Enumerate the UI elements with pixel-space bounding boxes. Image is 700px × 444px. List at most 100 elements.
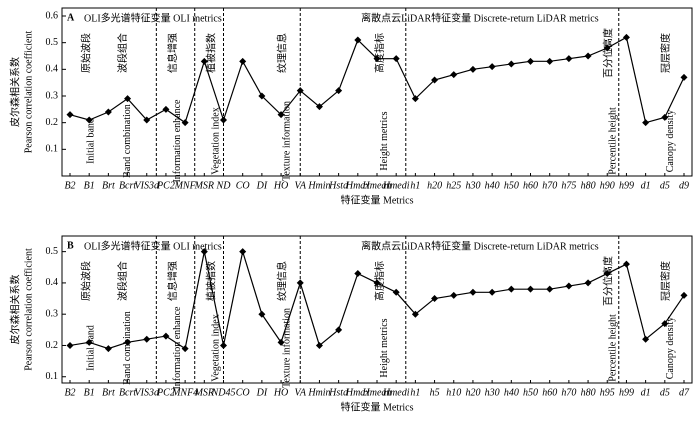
y-tick-label: 0.5 (46, 37, 59, 48)
data-point (527, 285, 534, 293)
x-tick-label: h5 (430, 387, 440, 398)
data-point (469, 65, 477, 73)
y-tick-label: 0.4 (46, 64, 59, 75)
x-tick-label: d9 (679, 180, 689, 191)
data-point (162, 105, 170, 113)
x-tick-label: Hmin (307, 180, 330, 191)
x-tick-label: h50 (504, 180, 519, 191)
section-title: OLI多光谱特征变量 OLI metrics (84, 11, 222, 24)
data-point (603, 44, 611, 52)
group-label-en: Height metrics (379, 318, 390, 377)
data-point (642, 335, 650, 343)
data-point (680, 73, 688, 81)
x-tick-label: h30 (485, 387, 500, 398)
x-tick-label: h95 (600, 387, 615, 398)
data-point (661, 113, 669, 121)
x-tick-label: B1 (84, 387, 95, 398)
group-label-en: Canopy density (665, 317, 676, 380)
x-tick-label: h20 (465, 387, 480, 398)
data-point (124, 95, 132, 103)
x-tick-label: B2 (64, 387, 75, 398)
x-tick-label: CO (236, 387, 250, 398)
group-label-en: Initial band (86, 118, 97, 164)
x-tick-label: VA (295, 180, 307, 191)
data-point (143, 116, 151, 124)
panel-label: A (67, 12, 75, 23)
data-point (181, 119, 189, 127)
y-axis-title: Pearson correlation coefficient (23, 31, 34, 154)
data-point (373, 55, 381, 63)
data-point (584, 279, 592, 287)
x-tick-label: h60 (523, 180, 538, 191)
group-label-en: Initial band (86, 325, 97, 371)
group-label-en: Band combination (122, 104, 133, 178)
x-tick-label: B1 (84, 180, 95, 191)
x-tick-label: Bcrt (119, 387, 136, 398)
section-title: OLI多光谱特征变量 OLI metrics (84, 239, 222, 252)
group-label-en: Canopy density (665, 110, 676, 173)
x-tick-label: MNF4 (171, 387, 198, 398)
group-label-en: Height metrics (379, 111, 390, 170)
group-label-zh: 冠层密度 (659, 261, 672, 301)
x-tick-label: h80 (581, 180, 596, 191)
x-tick-label: d1 (641, 387, 651, 398)
x-tick-label: VA (295, 387, 307, 398)
data-point (469, 288, 477, 296)
data-point (431, 76, 439, 84)
data-point (622, 33, 630, 41)
data-point (66, 341, 74, 349)
x-tick-label: h30 (465, 180, 480, 191)
data-point (200, 57, 208, 65)
data-point (546, 57, 554, 65)
x-tick-label: d7 (679, 387, 690, 398)
x-tick-label: Hstd (328, 387, 349, 398)
x-tick-label: h99 (619, 180, 634, 191)
section-title: 离散点云LiDAR特征变量 Discrete-return LiDAR metr… (361, 11, 599, 24)
group-label-en: Vegetation index (210, 314, 221, 381)
data-point (584, 52, 592, 60)
x-tick-label: h75 (561, 180, 576, 191)
data-point (488, 63, 496, 71)
x-tick-label: d5 (660, 180, 670, 191)
data-point (622, 260, 630, 268)
x-tick-label: MNF (174, 180, 197, 191)
x-tick-label: MSR (194, 387, 214, 398)
x-tick-label: h10 (446, 387, 461, 398)
x-tick-label: ND (216, 180, 232, 191)
x-tick-label: h70 (542, 180, 557, 191)
group-label-zh: 高度指标 (373, 261, 386, 301)
group-label-zh: 纹理信息 (275, 261, 288, 301)
data-point (200, 248, 208, 256)
data-point (507, 60, 515, 68)
x-tick-label: B2 (64, 180, 75, 191)
x-tick-label: VIS3d (135, 180, 160, 191)
data-point (546, 285, 554, 293)
data-point (450, 71, 458, 79)
x-tick-label: PC2 (156, 387, 175, 398)
x-tick-label: DI (256, 387, 268, 398)
section-title: 离散点云LiDAR特征变量 Discrete-return LiDAR metr… (361, 239, 599, 252)
group-label-en: Information enhance (172, 306, 183, 390)
x-tick-label: d1 (641, 180, 651, 191)
group-label-zh: 百分位高度 (601, 28, 614, 78)
x-tick-label: HO (273, 180, 288, 191)
data-point (104, 345, 112, 353)
x-tick-label: Hmax (345, 180, 370, 191)
y-tick-label: 0.1 (46, 371, 59, 382)
data-point (85, 338, 93, 346)
group-label-en: Percentile height (607, 314, 618, 382)
data-point (315, 341, 323, 349)
data-point (277, 111, 285, 119)
data-point (239, 57, 247, 65)
data-point (527, 57, 534, 65)
y-tick-label: 0.3 (46, 90, 59, 101)
data-point (239, 248, 247, 256)
data-point (488, 288, 496, 296)
data-point (143, 335, 151, 343)
x-tick-label: h50 (523, 387, 538, 398)
x-tick-label: Hmean (362, 387, 392, 398)
data-point (181, 345, 189, 353)
group-label-zh: 百分位高度 (601, 256, 614, 306)
y-axis-title: Pearson correlation coefficient (23, 248, 34, 371)
x-tick-label: MSR (194, 180, 214, 191)
